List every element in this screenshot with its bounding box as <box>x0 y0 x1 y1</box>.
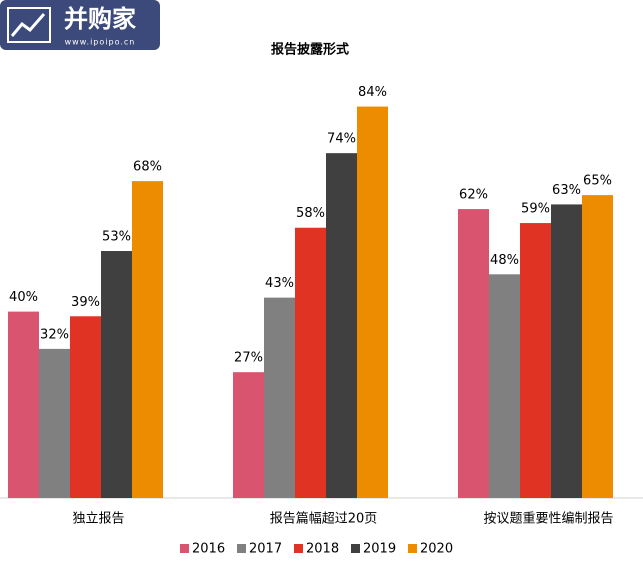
x-tick-label: 独立报告 <box>72 512 124 527</box>
value-label: 68% <box>133 160 162 175</box>
x-tick-label: 报告篇幅超过20页 <box>270 512 378 527</box>
logo-icon <box>7 7 51 43</box>
bar <box>458 209 489 498</box>
legend-swatch <box>180 544 189 553</box>
bar <box>39 348 70 498</box>
legend-swatch <box>294 544 303 553</box>
bar <box>8 311 39 498</box>
value-label: 27% <box>234 351 263 366</box>
legend-label: 2016 <box>192 542 225 557</box>
bar <box>264 297 295 498</box>
bar <box>489 274 520 498</box>
value-label: 48% <box>490 253 519 268</box>
bar <box>233 372 264 498</box>
legend-label: 2018 <box>306 542 339 557</box>
logo-icon-line <box>10 13 46 37</box>
bar <box>582 195 613 498</box>
logo-background <box>0 0 160 50</box>
chart-title: 报告披露形式 <box>271 42 349 58</box>
value-label: 58% <box>296 206 325 221</box>
legend-label: 2019 <box>363 542 396 557</box>
value-label: 65% <box>583 174 612 189</box>
legend-swatch <box>351 544 360 553</box>
bar <box>70 316 101 498</box>
bar <box>520 223 551 498</box>
legend-swatch <box>408 544 417 553</box>
bar <box>357 106 388 498</box>
bar <box>101 251 132 498</box>
value-label: 62% <box>459 188 488 203</box>
legend-label: 2017 <box>249 542 282 557</box>
logo-text: 并购家 <box>64 5 136 33</box>
value-label: 32% <box>40 327 69 342</box>
logo-url: www.ipoipo.cn <box>65 38 136 47</box>
logo: 并购家 www.ipoipo.cn <box>0 0 160 50</box>
x-tick-label: 按议题重要性编制报告 <box>483 511 613 527</box>
bar <box>132 181 163 498</box>
bar <box>551 204 582 499</box>
value-label: 40% <box>9 290 38 305</box>
legend-label: 2020 <box>420 542 453 557</box>
value-label: 43% <box>265 276 294 291</box>
legend-swatch <box>237 544 246 553</box>
value-label: 63% <box>552 183 581 198</box>
value-label: 39% <box>71 295 100 310</box>
bar <box>326 153 357 498</box>
value-label: 59% <box>521 202 550 217</box>
bar <box>295 227 326 498</box>
value-label: 74% <box>327 132 356 147</box>
value-label: 84% <box>358 85 387 100</box>
value-label: 53% <box>102 230 131 245</box>
